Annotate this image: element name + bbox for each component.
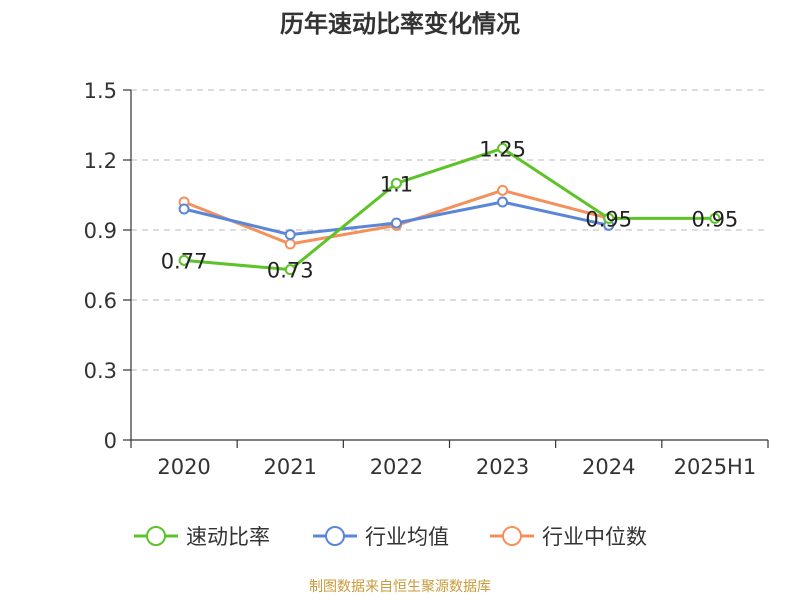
data-point: [390, 177, 402, 189]
legend: 速动比率 行业均值 行业中位数: [0, 518, 800, 554]
data-point: [497, 142, 509, 154]
data-labels: 0.77 0.73 1.1 1.25 0.95 0.95: [161, 137, 739, 282]
x-tick-label: 2024: [582, 455, 635, 479]
chart-title: 历年速动比率变化情况: [280, 10, 520, 38]
legend-marker-icon: [134, 526, 178, 546]
data-label: 1.25: [479, 137, 526, 161]
y-tick-label: 1.2: [84, 149, 117, 173]
data-label: 0.95: [585, 207, 632, 231]
legend-marker-circle: [502, 526, 522, 546]
data-point: [284, 229, 296, 241]
series-lines: [178, 142, 721, 276]
legend-item[interactable]: 行业中位数: [490, 518, 647, 554]
y-tick-label: 0: [104, 429, 117, 453]
legend-marker-icon: [313, 526, 357, 546]
series-line: [183, 146, 715, 272]
data-point: [390, 217, 402, 229]
legend-item[interactable]: 速动比率: [134, 518, 270, 554]
data-point: [603, 212, 615, 224]
y-tick-label: 0.6: [84, 289, 117, 313]
data-point: [497, 196, 509, 208]
data-point: [284, 264, 296, 276]
y-tick-label: 0.3: [84, 359, 117, 383]
source-note: 制图数据来自恒生聚源数据库: [309, 579, 491, 595]
data-label: 0.73: [267, 259, 314, 283]
data-point: [709, 212, 721, 224]
y-tick-label: 0.9: [84, 219, 117, 243]
data-point: [178, 254, 190, 266]
legend-marker-circle: [325, 526, 345, 546]
legend-marker-icon: [490, 526, 534, 546]
x-tick-label: 2025H1: [674, 455, 757, 479]
legend-item[interactable]: 行业均值: [313, 518, 449, 554]
data-point: [284, 238, 296, 250]
x-tick-label: 2021: [264, 455, 317, 479]
data-label: 0.77: [161, 249, 208, 273]
x-tick-label: 2020: [157, 455, 210, 479]
grid-lines: [131, 89, 768, 371]
x-tick-label: 2022: [370, 455, 423, 479]
x-tick-label: 2023: [476, 455, 529, 479]
legend-label: 行业均值: [365, 525, 449, 549]
series-line: [183, 188, 610, 246]
y-tick-label: 1.5: [84, 79, 117, 103]
data-label: 0.95: [692, 207, 739, 231]
data-label: 1.1: [380, 172, 413, 196]
legend-label: 速动比率: [186, 525, 270, 549]
legend-marker-circle: [146, 526, 166, 546]
data-point: [178, 203, 190, 215]
axes: 0 0.3 0.6 0.9 1.2 1.5 2020 2021 2022 2023 2024 2025…: [84, 79, 769, 479]
data-point: [497, 184, 509, 196]
legend-label: 行业中位数: [542, 525, 647, 549]
